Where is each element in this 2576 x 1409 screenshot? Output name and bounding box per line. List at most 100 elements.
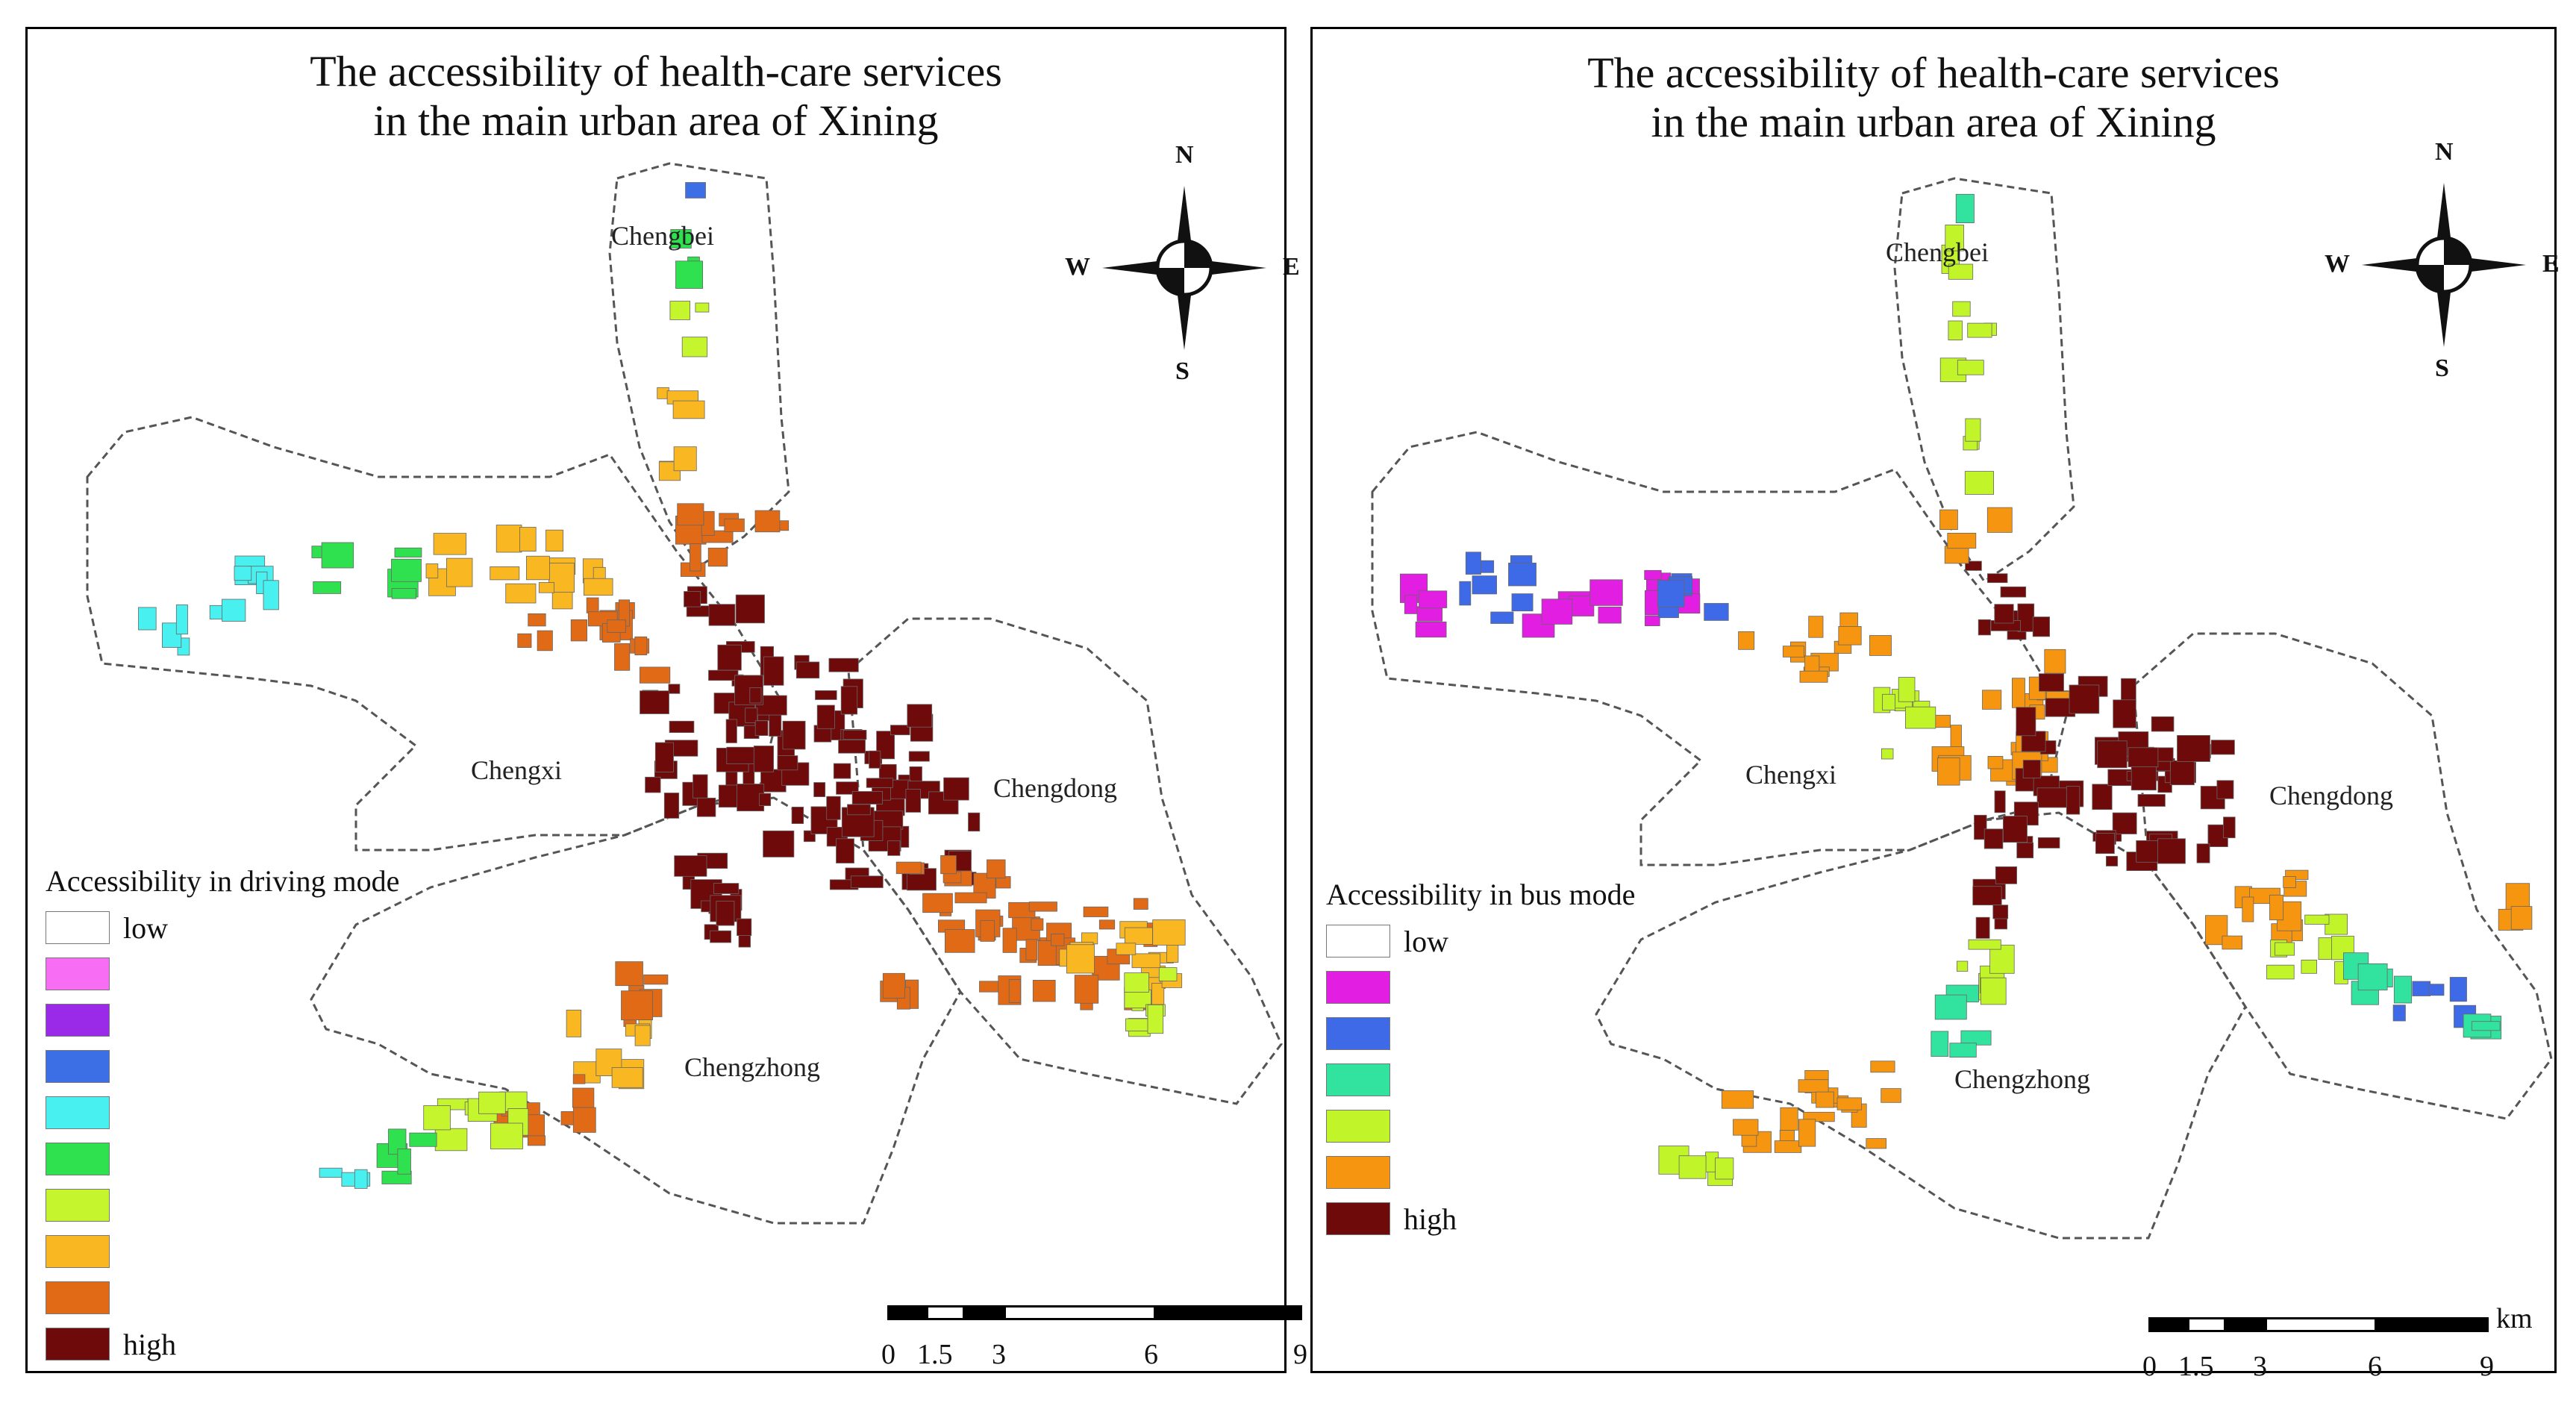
district-label-chengxi: Chengxi xyxy=(1745,760,1836,790)
legend-label-low: low xyxy=(1404,924,1448,958)
accessibility-patch xyxy=(954,892,987,904)
accessibility-patch xyxy=(895,861,922,875)
accessibility-patch xyxy=(763,830,795,857)
accessibility-patch xyxy=(1934,994,1967,1020)
title-line-2: in the main urban area of Xining xyxy=(1651,98,2216,146)
accessibility-patch xyxy=(840,686,858,715)
accessibility-patch xyxy=(2095,833,2115,855)
accessibility-patch xyxy=(2044,649,2066,674)
accessibility-patch xyxy=(1933,714,1951,728)
accessibility-patch xyxy=(528,613,546,627)
district-label-chengdong: Chengdong xyxy=(2269,781,2393,810)
accessibility-patch xyxy=(2036,787,2070,808)
accessibility-patch xyxy=(1972,886,2002,906)
accessibility-patch xyxy=(1131,953,1161,969)
title-line-2: in the main urban area of Xining xyxy=(373,96,939,145)
accessibility-patch xyxy=(423,1105,451,1131)
accessibility-patch xyxy=(1816,1091,1834,1108)
accessibility-patch xyxy=(735,594,765,624)
accessibility-patch xyxy=(724,518,745,532)
accessibility-patch xyxy=(908,751,930,762)
legend-item: high xyxy=(1326,1196,1635,1242)
accessibility-patch xyxy=(968,812,981,832)
compass-e: E xyxy=(2542,250,2560,278)
accessibility-patch xyxy=(615,961,643,987)
accessibility-patch xyxy=(1598,606,1622,624)
accessibility-patch xyxy=(388,1128,407,1155)
accessibility-patch xyxy=(586,597,599,613)
accessibility-patch xyxy=(1051,934,1065,946)
title-line-1: The accessibility of health-care service… xyxy=(310,47,1002,96)
accessibility-patch xyxy=(1986,507,2013,533)
accessibility-patch xyxy=(890,725,910,736)
accessibility-patch xyxy=(826,796,841,820)
legend-swatch xyxy=(46,1096,110,1129)
accessibility-patch xyxy=(2242,896,2254,922)
accessibility-patch xyxy=(1465,552,1481,575)
boundary-chengdong xyxy=(2132,632,2553,1120)
accessibility-patch xyxy=(2471,1021,2501,1031)
accessibility-patch xyxy=(850,875,884,888)
accessibility-patch xyxy=(1989,944,2015,974)
accessibility-patch xyxy=(943,777,969,801)
accessibility-patch xyxy=(1952,301,1971,317)
accessibility-patch xyxy=(2003,816,2028,843)
accessibility-patch xyxy=(685,182,706,199)
legend-swatch xyxy=(46,911,110,944)
legend-swatch xyxy=(1326,1063,1390,1096)
legend-item xyxy=(46,1090,399,1136)
accessibility-patch xyxy=(782,720,806,750)
accessibility-patch xyxy=(1944,546,1969,564)
accessibility-patch xyxy=(2269,894,2284,921)
accessibility-patch xyxy=(222,599,246,622)
accessibility-patch xyxy=(1836,1097,1862,1110)
accessibility-patch xyxy=(670,229,692,249)
accessibility-patch xyxy=(1964,471,1994,495)
accessibility-patch xyxy=(1939,509,1958,530)
accessibility-patch xyxy=(1974,814,1987,840)
legend-item xyxy=(46,1182,399,1228)
district-label-chengdong: Chengdong xyxy=(993,773,1117,803)
accessibility-patch xyxy=(717,644,742,671)
accessibility-patch xyxy=(836,838,854,863)
accessibility-patches-driving xyxy=(138,182,1186,1189)
accessibility-patch xyxy=(1808,616,1824,638)
accessibility-patch xyxy=(1704,603,1729,621)
accessibility-patch xyxy=(611,1067,643,1088)
accessibility-patch xyxy=(869,750,881,769)
legend-item xyxy=(1326,1149,1635,1196)
accessibility-patch xyxy=(695,302,710,313)
accessibility-patch xyxy=(681,337,708,357)
accessibility-patch xyxy=(2301,960,2318,974)
accessibility-patch xyxy=(1644,569,1662,580)
scale-tick-2: 3 xyxy=(992,1339,1006,1370)
accessibility-patch xyxy=(1721,1090,1754,1109)
map-driving xyxy=(86,162,1283,1225)
accessibility-patch xyxy=(887,840,901,856)
accessibility-patch xyxy=(1994,790,2006,813)
accessibility-patch xyxy=(1074,975,1099,1004)
accessibility-patch xyxy=(394,547,422,557)
legend-item xyxy=(1326,964,1635,1010)
accessibility-patch xyxy=(1965,418,1981,442)
accessibility-patch xyxy=(1419,590,1448,608)
accessibility-patch xyxy=(1948,263,1974,280)
legend-swatch xyxy=(46,1004,110,1037)
accessibility-patch xyxy=(668,684,681,694)
accessibility-patch xyxy=(1881,1088,1901,1103)
legend-item: high xyxy=(46,1321,399,1367)
accessibility-patch xyxy=(672,400,705,419)
legend-swatch xyxy=(46,1235,110,1268)
accessibility-patch xyxy=(1472,575,1497,595)
accessibility-patch xyxy=(1931,1031,1949,1057)
scale-tick-3: 6 xyxy=(1144,1339,1158,1370)
accessibility-patch xyxy=(1124,972,1150,993)
accessibility-patch xyxy=(838,740,866,754)
accessibility-patch xyxy=(1508,563,1536,587)
accessibility-patch xyxy=(545,529,564,552)
legend-swatch xyxy=(46,957,110,990)
accessibility-patch xyxy=(816,704,835,729)
accessibility-patch xyxy=(478,1091,506,1114)
map-bus xyxy=(1371,177,2553,1240)
accessibility-patch xyxy=(745,707,758,723)
